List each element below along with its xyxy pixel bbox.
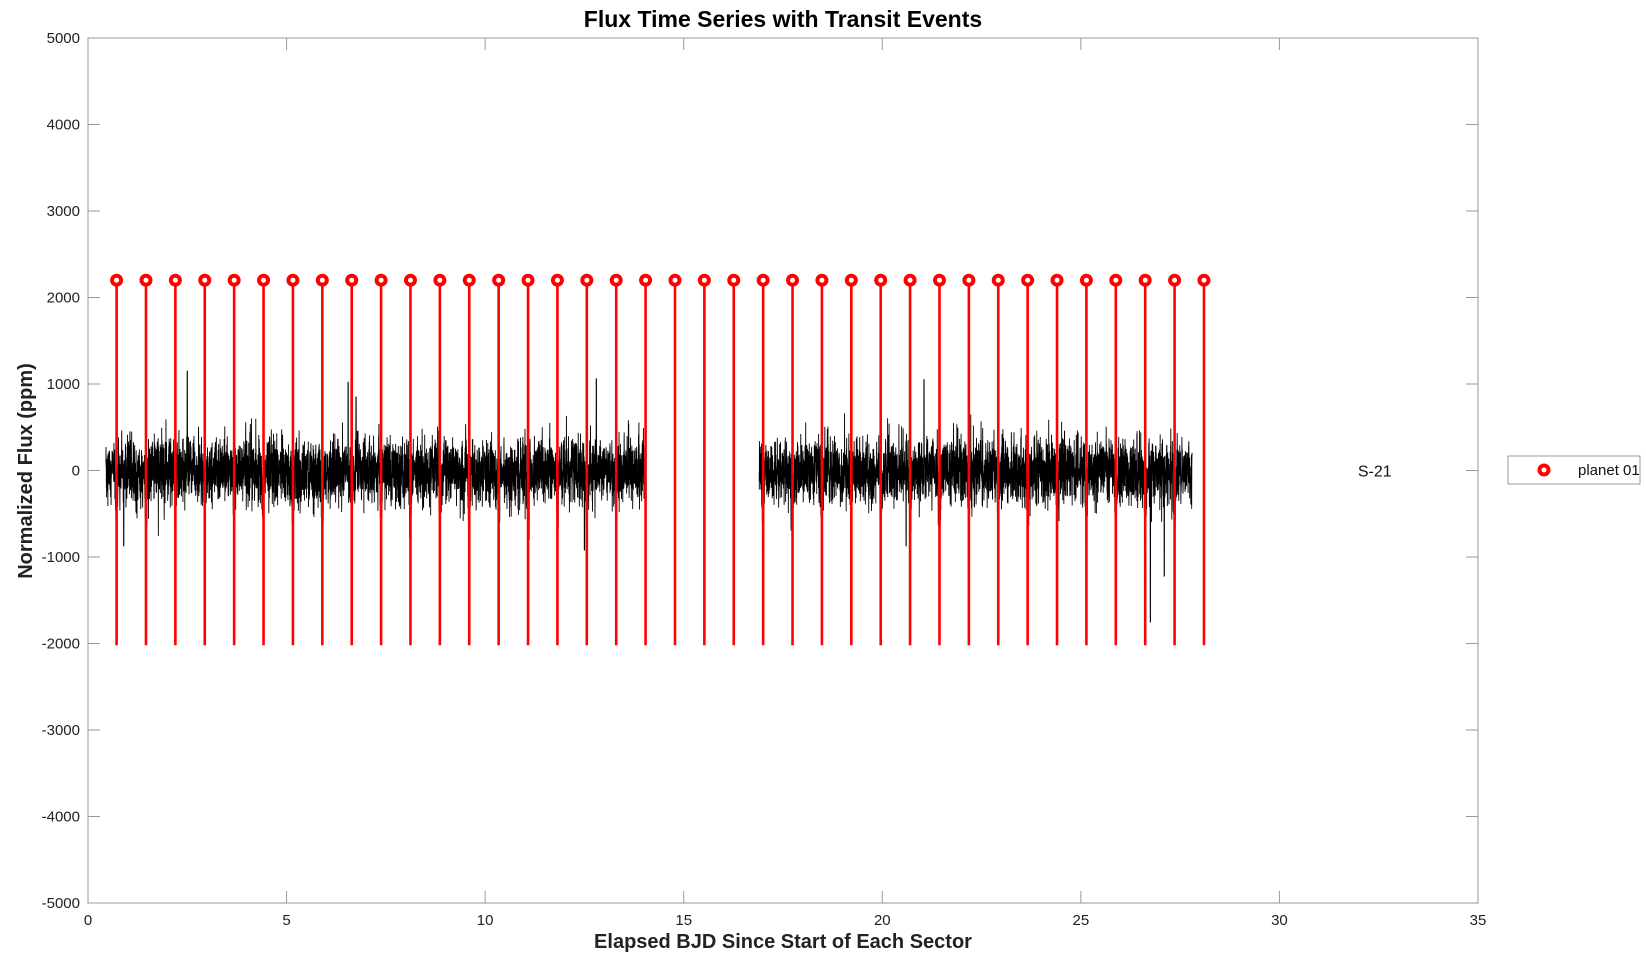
transit-marker <box>168 273 182 287</box>
transit-marker <box>1079 273 1093 287</box>
x-tick-label: 0 <box>84 912 92 929</box>
transit-marker <box>609 273 623 287</box>
transit-marker <box>110 273 124 287</box>
transit-marker <box>1168 273 1182 287</box>
transit-marker <box>198 273 212 287</box>
x-tick-label: 10 <box>477 912 494 929</box>
transit-marker <box>580 273 594 287</box>
y-tick-label: 4000 <box>47 117 80 134</box>
chart-title: Flux Time Series with Transit Events <box>584 6 982 32</box>
transit-marker <box>403 273 417 287</box>
y-tick-label: -5000 <box>42 895 80 912</box>
sector-annotation: S-21 <box>1358 464 1392 481</box>
y-tick-label: 5000 <box>47 30 80 47</box>
transit-marker <box>786 273 800 287</box>
transit-marker <box>315 273 329 287</box>
transit-marker <box>874 273 888 287</box>
transit-marker <box>492 273 506 287</box>
transit-marker <box>991 273 1005 287</box>
flux-line-segment <box>758 379 1193 623</box>
y-tick-label: -1000 <box>42 549 80 566</box>
transit-marker <box>521 273 535 287</box>
transit-marker <box>668 273 682 287</box>
x-axis-label: Elapsed BJD Since Start of Each Sector <box>594 931 972 953</box>
transit-marker <box>227 273 241 287</box>
flux-line-segment <box>105 370 645 581</box>
transit-marker <box>433 273 447 287</box>
transit-marker <box>639 273 653 287</box>
x-tick-label: 5 <box>282 912 290 929</box>
y-axis-label: Normalized Flux (ppm) <box>15 363 37 579</box>
x-tick-label: 15 <box>675 912 692 929</box>
y-tick-label: -4000 <box>42 809 80 826</box>
transit-marker <box>727 273 741 287</box>
legend: planet 01 <box>1507 455 1641 485</box>
transit-marker <box>1050 273 1064 287</box>
y-tick-label: 1000 <box>47 376 80 393</box>
transit-marker <box>139 273 153 287</box>
y-tick-label: -3000 <box>42 722 80 739</box>
transit-marker <box>257 273 271 287</box>
transit-marker <box>844 273 858 287</box>
transit-marker <box>962 273 976 287</box>
x-tick-label: 25 <box>1073 912 1090 929</box>
transit-marker <box>932 273 946 287</box>
transit-marker <box>345 273 359 287</box>
legend-box <box>1507 455 1641 485</box>
transit-marker <box>462 273 476 287</box>
transit-marker <box>1109 273 1123 287</box>
transit-marker <box>1138 273 1152 287</box>
transit-marker <box>1021 273 1035 287</box>
transit-marker <box>903 273 917 287</box>
x-tick-label: 35 <box>1470 912 1487 929</box>
transit-marker <box>374 273 388 287</box>
transit-marker <box>550 273 564 287</box>
transit-marker <box>815 273 829 287</box>
transit-marker <box>697 273 711 287</box>
plot-area: 0 5 10 15 20 25 30 35 -5000 -4000 -3000 -2000 -1000 0… <box>42 30 1487 929</box>
legend-label: planet 01 <box>1578 462 1640 479</box>
y-tick-label: 0 <box>72 463 80 480</box>
x-tick-label: 30 <box>1271 912 1288 929</box>
transit-marker <box>756 273 770 287</box>
y-tick-label: 3000 <box>47 203 80 220</box>
transit-marker <box>1197 273 1211 287</box>
legend-marker <box>1537 463 1551 477</box>
y-tick-label: 2000 <box>47 290 80 307</box>
x-tick-label: 20 <box>874 912 891 929</box>
y-tick-label: -2000 <box>42 636 80 653</box>
transit-marker <box>286 273 300 287</box>
